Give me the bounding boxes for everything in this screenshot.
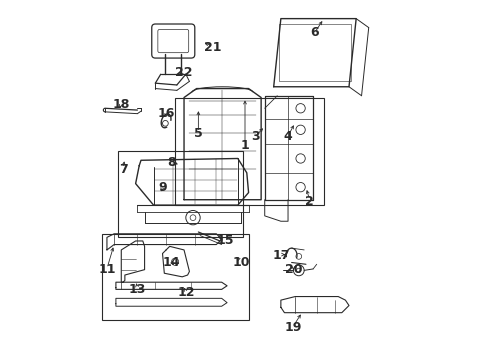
Text: 4: 4	[284, 130, 293, 144]
Text: 21: 21	[204, 41, 221, 54]
Text: 11: 11	[98, 263, 116, 276]
Text: 1: 1	[241, 139, 249, 152]
Text: 5: 5	[194, 127, 203, 140]
Text: 22: 22	[175, 66, 193, 79]
Text: 3: 3	[251, 130, 260, 144]
Text: 16: 16	[157, 107, 175, 120]
Text: 7: 7	[119, 163, 127, 176]
Text: 13: 13	[129, 283, 146, 296]
Text: 2: 2	[305, 195, 314, 208]
Text: 8: 8	[167, 156, 176, 168]
Text: 18: 18	[113, 98, 130, 111]
Text: 10: 10	[233, 256, 250, 269]
Text: 17: 17	[272, 249, 290, 262]
Bar	[279, 24, 351, 81]
Bar	[118, 151, 243, 237]
Text: 20: 20	[285, 263, 302, 276]
Text: 15: 15	[217, 234, 234, 247]
Text: 6: 6	[311, 27, 319, 40]
Text: 19: 19	[285, 320, 302, 333]
Text: 9: 9	[158, 181, 167, 194]
Bar	[175, 98, 324, 205]
Bar	[101, 234, 248, 320]
Text: 12: 12	[177, 287, 195, 300]
Text: 14: 14	[163, 256, 180, 269]
